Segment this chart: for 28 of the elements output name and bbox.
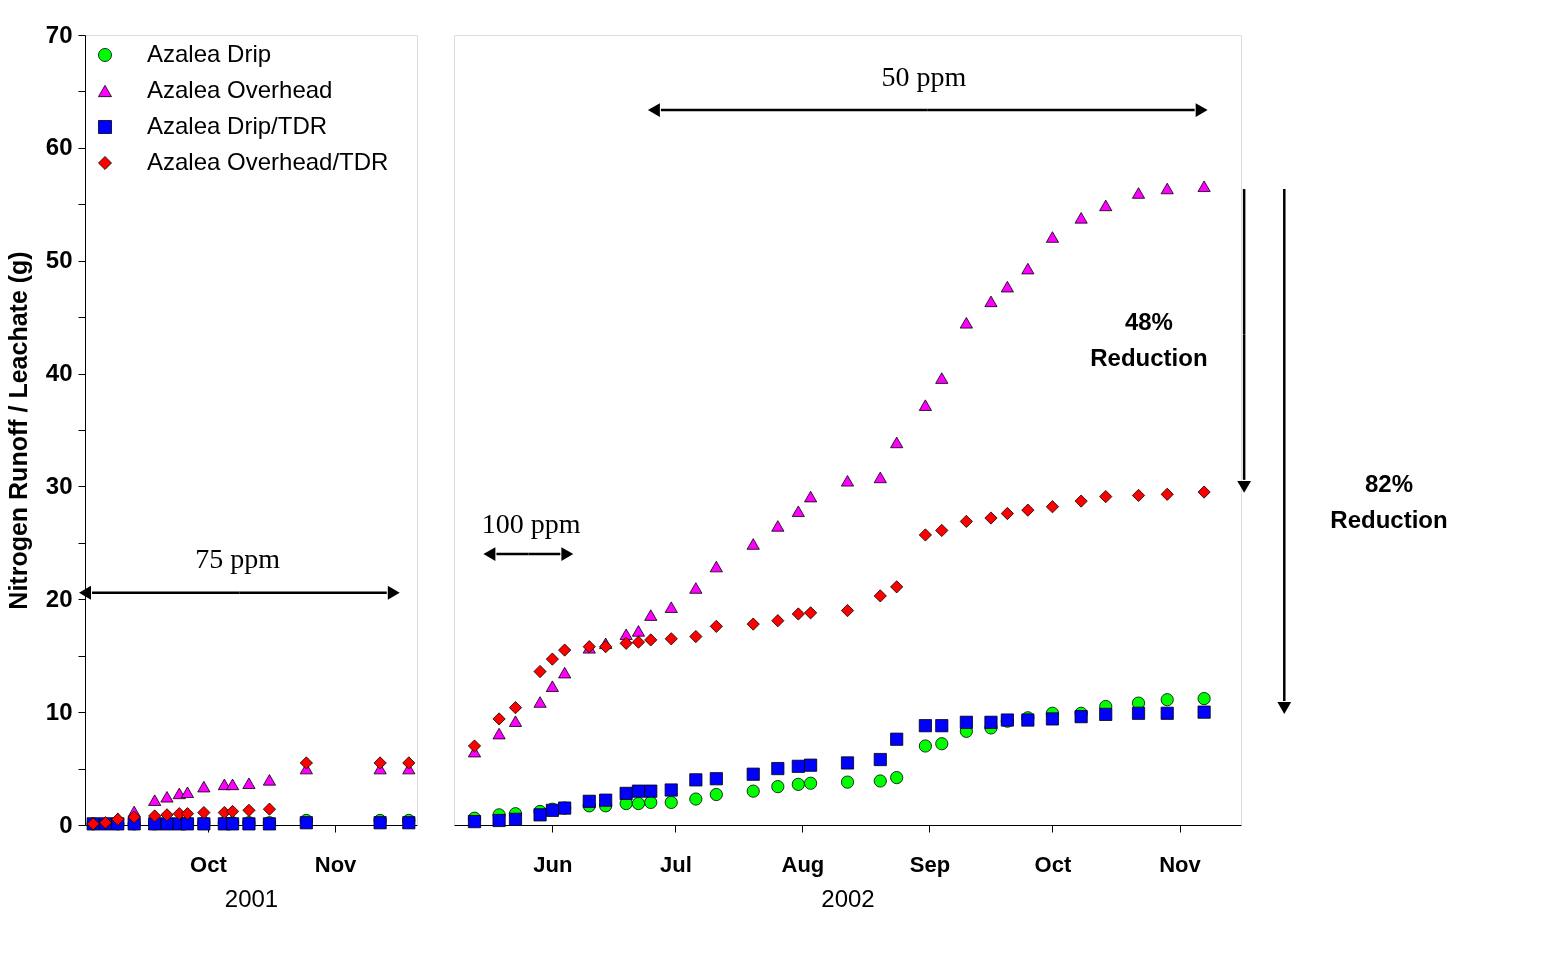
- annotation: 48% Reduction: [1090, 308, 1208, 372]
- x-tick-label: Oct: [190, 851, 228, 877]
- x-axis-title: 2002: [821, 884, 875, 912]
- y-tick-label: 40: [45, 359, 73, 387]
- annotation: 50 ppm: [881, 61, 967, 93]
- legend-label: Azalea Drip: [147, 40, 272, 67]
- y-tick-label: 70: [45, 20, 73, 48]
- x-tick-label: Sep: [909, 851, 951, 877]
- y-axis-title: Nitrogen Runoff / Leachate (g): [3, 251, 32, 610]
- x-tick-label: Jul: [659, 851, 692, 877]
- legend-label: Azalea Drip/TDR: [147, 112, 328, 139]
- y-tick-label: 0: [59, 810, 73, 838]
- y-tick-label: 30: [45, 471, 73, 499]
- x-axis-title: 2001: [224, 884, 279, 912]
- y-tick-label: 10: [45, 697, 73, 725]
- x-tick-label: Jun: [533, 851, 573, 877]
- text: 82% Reduction: [1330, 470, 1448, 534]
- x-tick-label: Oct: [1034, 851, 1072, 877]
- x-tick-label: Aug: [781, 851, 825, 877]
- x-tick-label: Nov: [314, 851, 358, 877]
- annotation: 100 ppm: [481, 507, 581, 539]
- y-tick-label: 50: [45, 246, 73, 274]
- legend-label: Azalea Overhead/TDR: [147, 148, 389, 175]
- legend-label: Azalea Overhead: [147, 76, 333, 103]
- y-tick-label: 20: [45, 584, 73, 612]
- annotation: 75 ppm: [195, 543, 281, 575]
- y-tick-label: 60: [45, 133, 73, 161]
- x-tick-label: Nov: [1159, 851, 1202, 877]
